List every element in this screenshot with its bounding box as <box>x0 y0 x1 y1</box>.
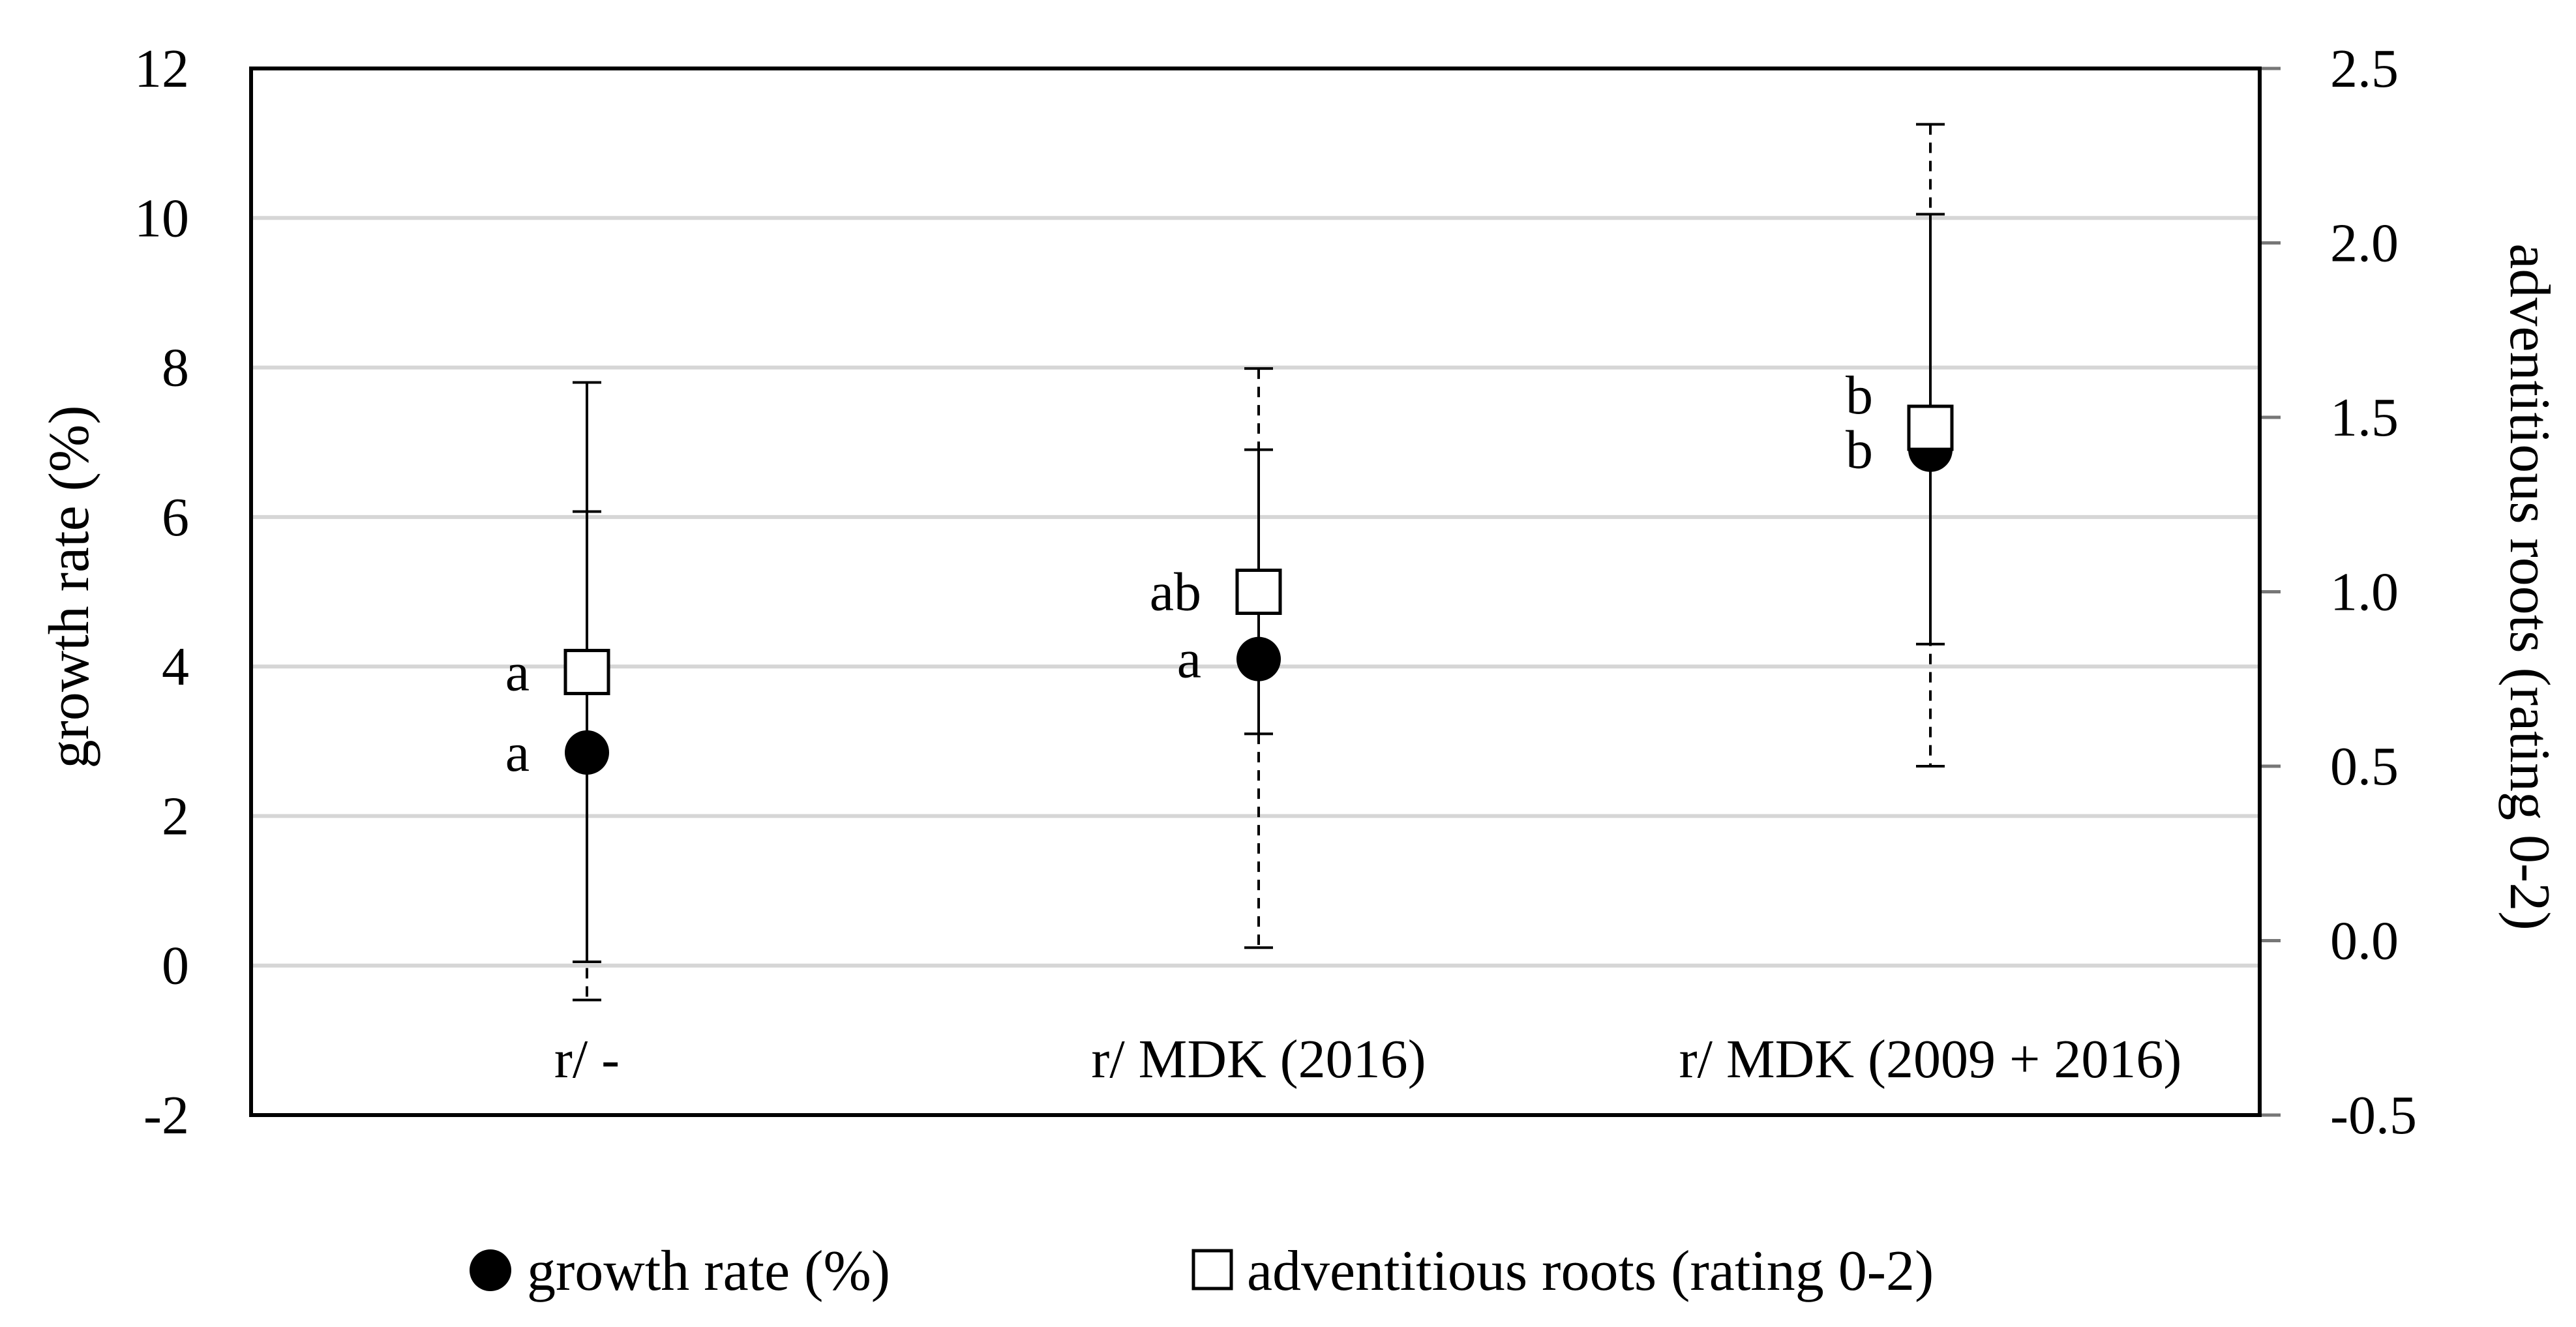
left-axis-title: growth rate (%) <box>38 405 101 768</box>
category-label: r/ MDK (2009 + 2016) <box>1679 1029 2182 1090</box>
right-tick-label: 1.0 <box>2330 562 2399 623</box>
legend-adventitious-roots-marker <box>1191 1249 1233 1290</box>
right-tick-label: 2.5 <box>2330 38 2399 99</box>
right-tick-label: 0.0 <box>2330 911 2399 972</box>
right-axis: -0.5 0.0 0.5 1.0 1.5 2.0 2.5 <box>2260 38 2417 1146</box>
plot-frame <box>249 67 2262 1117</box>
growth-rate-letter: b <box>1846 420 1873 481</box>
left-tick-label: 2 <box>162 786 189 846</box>
left-tick-label: 6 <box>162 487 189 548</box>
legend: growth rate (%) adventitious roots (rati… <box>470 1240 1934 1303</box>
category-labels: r/ - r/ MDK (2016) r/ MDK (2009 + 2016) <box>554 1029 2181 1090</box>
legend-growth-rate-marker <box>470 1249 511 1291</box>
left-tick-label: 4 <box>162 636 189 697</box>
right-tick-label: 2.0 <box>2330 213 2399 274</box>
growth-rate-letter: a <box>505 723 530 783</box>
category-label: r/ MDK (2016) <box>1091 1029 1426 1090</box>
right-tick-label: 1.5 <box>2330 387 2399 448</box>
growth-rate-point <box>565 730 609 775</box>
left-axis: -2 0 2 4 6 8 10 12 <box>134 38 189 1146</box>
adventitious-roots-point <box>1235 569 1282 615</box>
right-tick-label: -0.5 <box>2330 1085 2417 1146</box>
legend-adventitious-roots-label: adventitious roots (rating 0-2) <box>1247 1240 1934 1303</box>
error-bars <box>573 123 1945 1002</box>
right-axis-title: adventitious roots (rating 0-2) <box>2498 243 2561 930</box>
legend-growth-rate-label: growth rate (%) <box>527 1240 890 1303</box>
right-tick-label: 0.5 <box>2330 736 2399 797</box>
growth-rate-point <box>1236 636 1281 681</box>
adventitious-roots-letter: ab <box>1150 562 1201 623</box>
adventitious-roots-letter: a <box>505 642 530 703</box>
left-tick-label: -2 <box>143 1085 189 1146</box>
left-tick-label: 12 <box>134 38 189 99</box>
growth-rate-letter: a <box>1177 629 1201 690</box>
left-tick-label: 8 <box>162 338 189 398</box>
data-markers <box>563 404 1954 775</box>
adventitious-roots-point <box>1907 404 1954 451</box>
left-tick-label: 0 <box>162 936 189 996</box>
left-tick-label: 10 <box>134 188 189 248</box>
category-label: r/ - <box>554 1029 620 1090</box>
adventitious-roots-letter: b <box>1846 365 1873 426</box>
adventitious-roots-point <box>563 649 610 696</box>
